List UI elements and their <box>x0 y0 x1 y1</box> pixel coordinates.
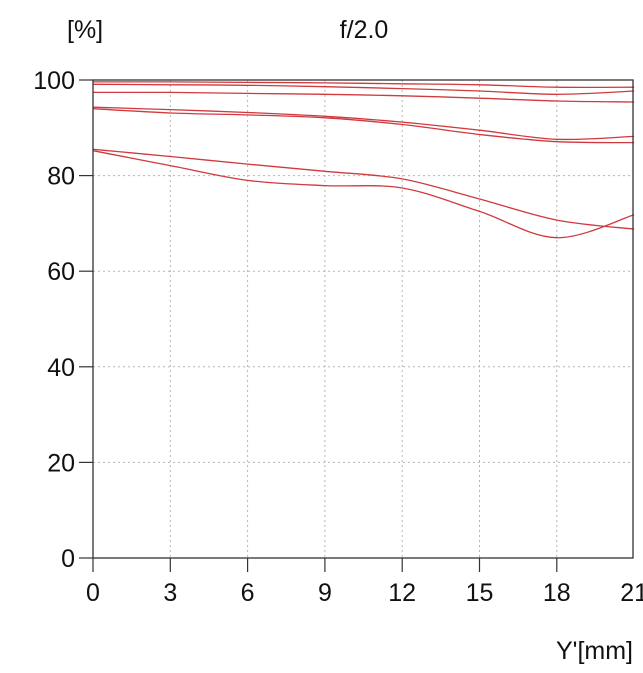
series-line <box>92 150 635 239</box>
x-tick-label: 3 <box>163 579 177 607</box>
y-tick-labels: 0 20 40 60 80 100 <box>33 67 75 573</box>
axes <box>92 79 634 559</box>
series-line <box>92 106 635 141</box>
y-tick-label: 100 <box>33 67 75 95</box>
series-line <box>92 83 635 95</box>
y-tick-label: 80 <box>47 163 75 191</box>
tick-marks <box>79 79 558 572</box>
x-tick-label: 18 <box>543 579 571 607</box>
y-axis-label: [%] <box>67 16 103 44</box>
y-tick-label: 0 <box>61 545 75 573</box>
chart-title: f/2.0 <box>340 16 389 44</box>
x-tick-label: 21 <box>620 579 643 607</box>
x-tick-labels: 0 3 6 9 12 15 18 21 <box>86 579 643 607</box>
x-tick-label: 0 <box>86 579 100 607</box>
x-tick-label: 12 <box>388 579 416 607</box>
grid-lines <box>93 80 633 558</box>
series-line <box>92 108 635 144</box>
series-line <box>92 91 635 103</box>
y-tick-label: 20 <box>47 449 75 477</box>
series-line <box>92 81 635 89</box>
x-tick-label: 15 <box>466 579 494 607</box>
x-tick-label: 6 <box>241 579 255 607</box>
plot-frame <box>92 79 634 559</box>
x-tick-label: 9 <box>318 579 332 607</box>
y-tick-label: 60 <box>47 258 75 286</box>
data-curves <box>92 81 635 239</box>
series-line <box>92 148 635 230</box>
x-axis-label: Y'[mm] <box>556 637 633 665</box>
y-tick-label: 40 <box>47 354 75 382</box>
